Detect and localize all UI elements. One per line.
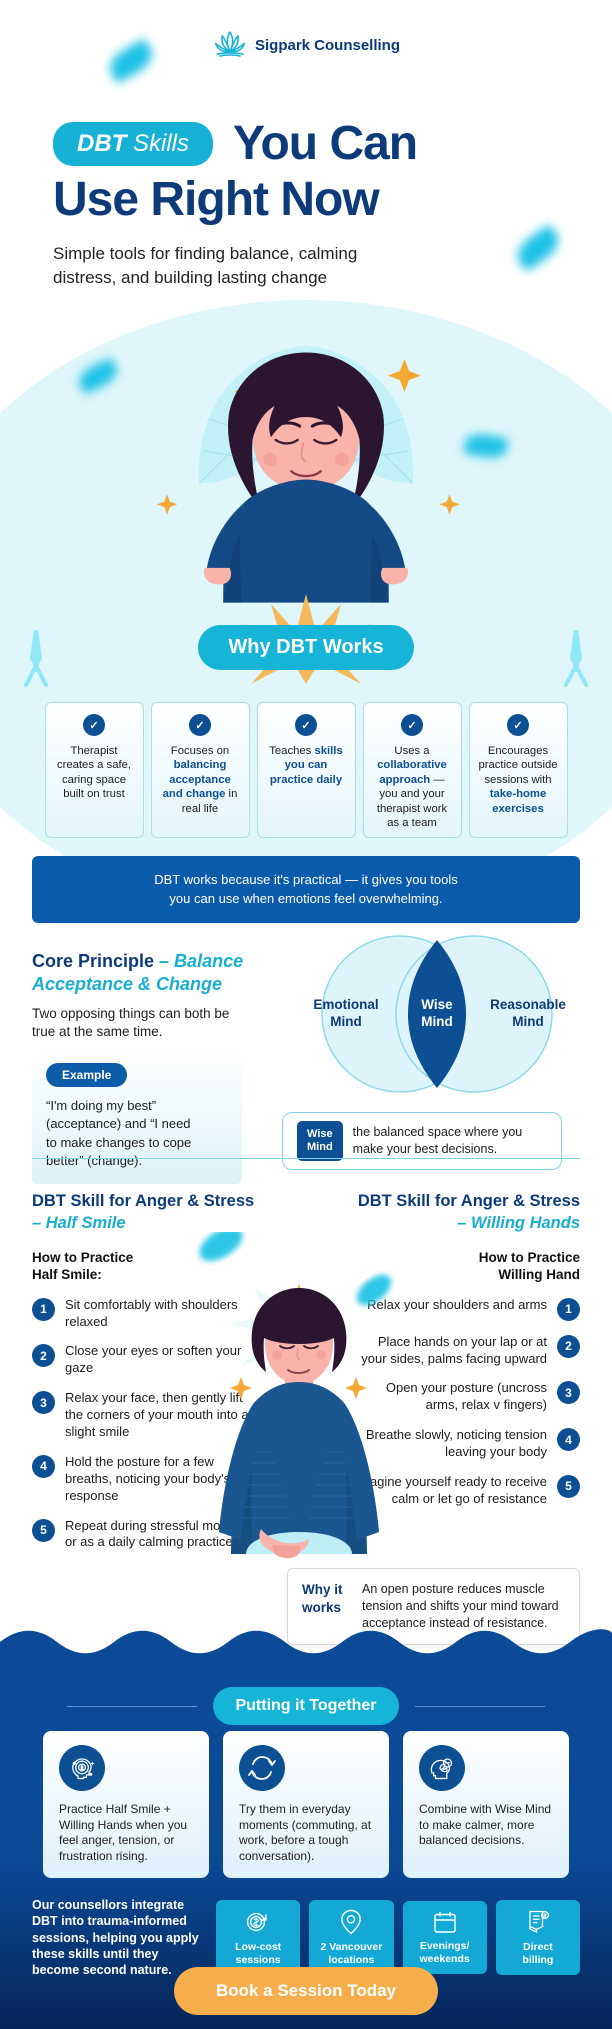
svg-text:Mind: Mind [421,1014,453,1029]
svg-text:Emotional: Emotional [313,997,378,1012]
svg-text:Reasonable: Reasonable [490,997,566,1012]
svg-text:Mind: Mind [512,1014,544,1029]
svg-text:Mind: Mind [330,1014,362,1029]
svg-text:Wise: Wise [421,997,453,1012]
